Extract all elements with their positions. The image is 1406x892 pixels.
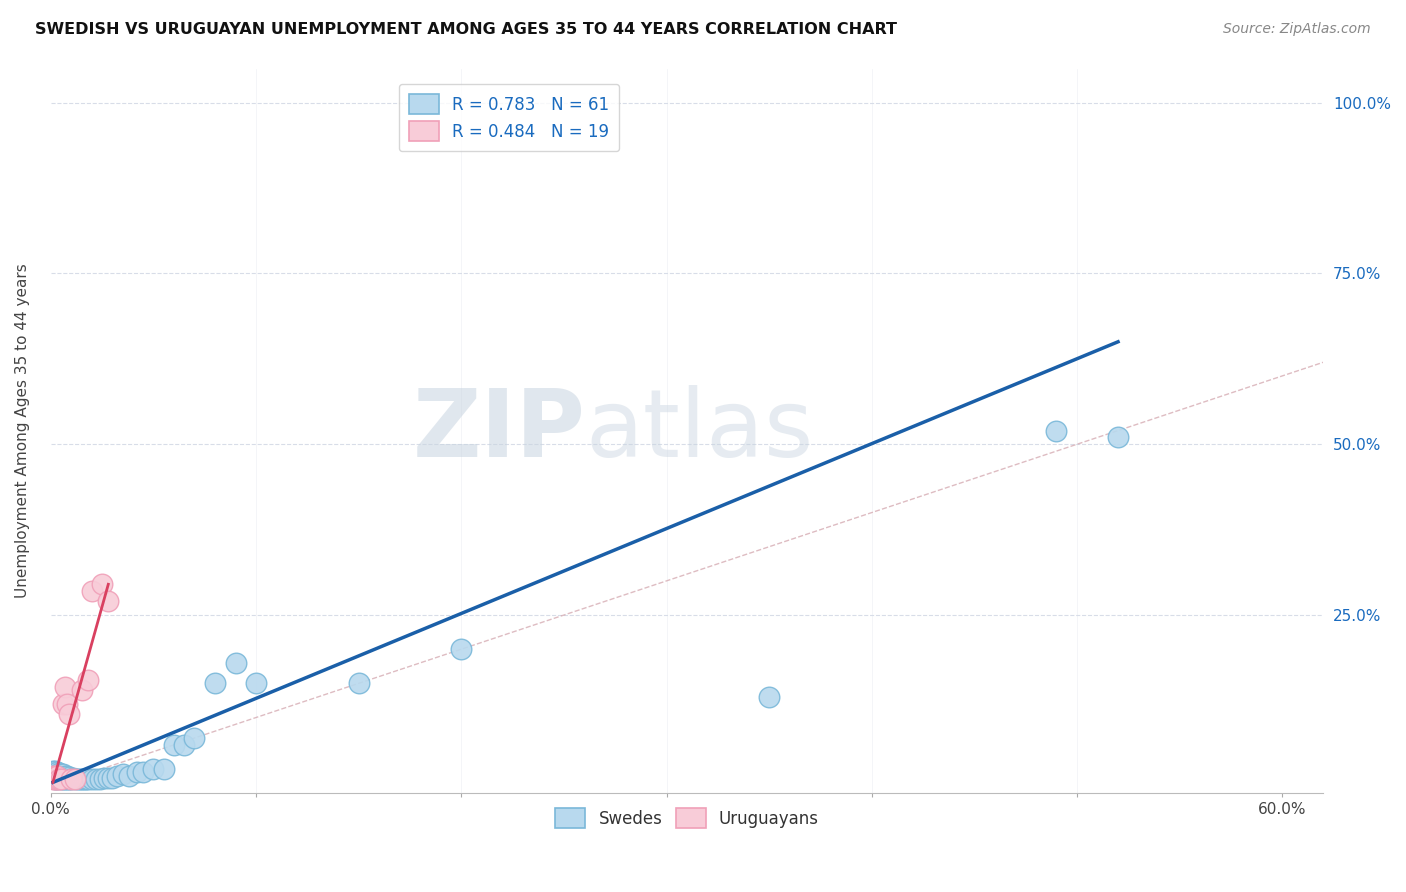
Point <box>49 766 72 780</box>
Point <box>48 772 70 786</box>
Point <box>1045 424 1067 438</box>
Point <box>245 676 267 690</box>
Point <box>53 680 76 694</box>
Point <box>204 676 226 690</box>
Point <box>42 771 65 785</box>
Point <box>46 765 69 780</box>
Point <box>105 768 128 782</box>
Point <box>46 768 69 782</box>
Point <box>89 772 111 786</box>
Point <box>347 676 370 690</box>
Point <box>101 771 124 785</box>
Point <box>49 772 72 786</box>
Point <box>52 772 75 786</box>
Point <box>58 770 80 784</box>
Point <box>70 772 93 786</box>
Point <box>44 766 66 780</box>
Point <box>84 772 107 786</box>
Point <box>42 766 65 780</box>
Point <box>91 577 114 591</box>
Point <box>111 766 134 780</box>
Text: Source: ZipAtlas.com: Source: ZipAtlas.com <box>1223 22 1371 37</box>
Point <box>118 768 141 782</box>
Point <box>142 762 165 776</box>
Point <box>49 769 72 783</box>
Point <box>225 656 247 670</box>
Point <box>42 768 65 782</box>
Point <box>125 765 148 780</box>
Point <box>758 690 780 704</box>
Point <box>97 594 120 608</box>
Point <box>132 765 155 780</box>
Point <box>58 707 80 722</box>
Point <box>44 769 66 783</box>
Point <box>58 772 80 786</box>
Point <box>80 584 103 599</box>
Point <box>42 764 65 778</box>
Point <box>48 765 70 780</box>
Point <box>60 772 83 786</box>
Point <box>450 642 472 657</box>
Point <box>46 772 69 786</box>
Point <box>42 772 65 786</box>
Point <box>80 772 103 786</box>
Point <box>56 697 79 711</box>
Point <box>42 768 65 782</box>
Point <box>56 769 79 783</box>
Y-axis label: Unemployment Among Ages 35 to 44 years: Unemployment Among Ages 35 to 44 years <box>15 263 30 598</box>
Point <box>44 765 66 780</box>
Point <box>46 772 69 786</box>
Point <box>65 772 87 786</box>
Point <box>60 772 83 786</box>
Point <box>173 738 195 752</box>
Point <box>44 764 66 778</box>
Point <box>44 772 66 786</box>
Point <box>66 772 89 786</box>
Point <box>48 772 70 786</box>
Point <box>53 772 76 786</box>
Point <box>70 683 93 698</box>
Point <box>73 772 96 786</box>
Point <box>52 697 75 711</box>
Point <box>76 673 98 687</box>
Point <box>1107 430 1129 444</box>
Point <box>62 772 84 786</box>
Point <box>93 771 115 785</box>
Text: ZIP: ZIP <box>412 384 585 476</box>
Point <box>53 768 76 782</box>
Point <box>49 772 72 786</box>
Point <box>56 772 79 786</box>
Point <box>76 772 98 786</box>
Point <box>163 738 186 752</box>
Point <box>97 771 120 785</box>
Point <box>75 772 97 786</box>
Point <box>46 770 69 784</box>
Point <box>69 772 91 786</box>
Point <box>48 768 70 782</box>
Point <box>52 767 75 781</box>
Point <box>52 770 75 784</box>
Text: atlas: atlas <box>585 384 814 476</box>
Legend: Swedes, Uruguayans: Swedes, Uruguayans <box>548 801 825 835</box>
Point <box>183 731 205 745</box>
Text: SWEDISH VS URUGUAYAN UNEMPLOYMENT AMONG AGES 35 TO 44 YEARS CORRELATION CHART: SWEDISH VS URUGUAYAN UNEMPLOYMENT AMONG … <box>35 22 897 37</box>
Point <box>44 772 66 786</box>
Point <box>152 762 174 776</box>
Point <box>44 768 66 782</box>
Point <box>65 772 87 786</box>
Point <box>46 768 69 782</box>
